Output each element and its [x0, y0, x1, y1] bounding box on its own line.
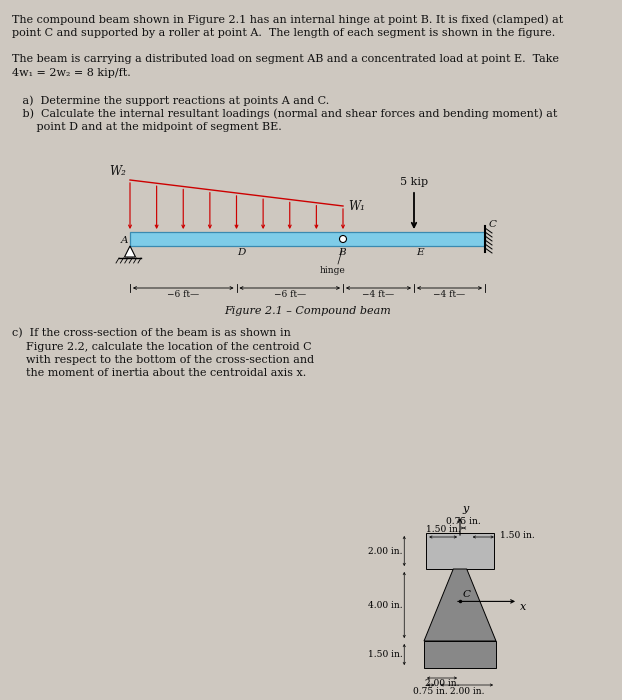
- Text: point C and supported by a roller at point A.  The length of each segment is sho: point C and supported by a roller at poi…: [12, 27, 555, 38]
- Text: 4.00 in.: 4.00 in.: [368, 601, 402, 610]
- Text: −6 ft—: −6 ft—: [274, 290, 306, 299]
- Polygon shape: [424, 569, 496, 641]
- Text: W₂: W₂: [109, 165, 126, 178]
- Text: Figure 2.2, calculate the location of the centroid C: Figure 2.2, calculate the location of th…: [12, 342, 312, 351]
- Text: C: C: [489, 220, 497, 229]
- Text: 5 kip: 5 kip: [400, 177, 428, 187]
- Text: C: C: [463, 590, 471, 599]
- Text: −4 ft—: −4 ft—: [363, 290, 394, 299]
- Text: B: B: [338, 248, 346, 257]
- Text: A: A: [121, 236, 128, 245]
- Text: 0.75 in.: 0.75 in.: [414, 687, 448, 696]
- Text: b)  Calculate the internal resultant loadings (normal and shear forces and bendi: b) Calculate the internal resultant load…: [12, 108, 557, 119]
- Text: hinge: hinge: [320, 266, 346, 275]
- Text: 1.50 in.: 1.50 in.: [368, 650, 402, 659]
- Text: x: x: [520, 603, 526, 612]
- Text: The beam is carrying a distributed load on segment AB and a concentrated load at: The beam is carrying a distributed load …: [12, 55, 559, 64]
- Text: 2.00 in.: 2.00 in.: [425, 679, 459, 688]
- Bar: [130, 232, 485, 246]
- Bar: [424, 641, 496, 668]
- Text: y: y: [462, 504, 468, 514]
- Text: c)  If the cross-section of the beam is as shown in: c) If the cross-section of the beam is a…: [12, 328, 291, 338]
- Text: Figure 2.1 – Compound beam: Figure 2.1 – Compound beam: [224, 306, 391, 316]
- Text: a)  Determine the support reactions at points A and C.: a) Determine the support reactions at po…: [12, 95, 329, 106]
- Text: point D and at the midpoint of segment BE.: point D and at the midpoint of segment B…: [12, 122, 282, 132]
- Text: E: E: [416, 248, 424, 257]
- Text: 1.50 in.: 1.50 in.: [425, 525, 460, 534]
- Text: 1.50 in.: 1.50 in.: [499, 531, 534, 540]
- Text: 2.00 in.: 2.00 in.: [450, 687, 484, 696]
- Text: W₁: W₁: [348, 200, 365, 214]
- Text: −6 ft—: −6 ft—: [167, 290, 199, 299]
- Text: D: D: [238, 248, 246, 257]
- Text: 0.75 in.: 0.75 in.: [446, 517, 481, 526]
- Bar: [426, 533, 494, 569]
- Text: the moment of inertia about the centroidal axis x.: the moment of inertia about the centroid…: [12, 368, 306, 379]
- Polygon shape: [124, 246, 136, 257]
- Text: 4w₁ = 2w₂ = 8 kip/ft.: 4w₁ = 2w₂ = 8 kip/ft.: [12, 68, 131, 78]
- Text: The compound beam shown in Figure 2.1 has an internal hinge at point B. It is fi: The compound beam shown in Figure 2.1 ha…: [12, 14, 564, 24]
- Circle shape: [340, 235, 346, 242]
- Text: −4 ft—: −4 ft—: [434, 290, 465, 299]
- Text: 2.00 in.: 2.00 in.: [368, 547, 402, 556]
- Text: with respect to the bottom of the cross-section and: with respect to the bottom of the cross-…: [12, 355, 314, 365]
